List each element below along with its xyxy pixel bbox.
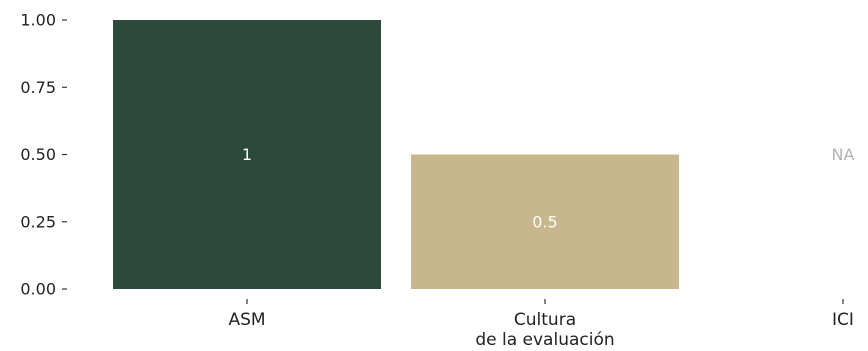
data-label: 0.5: [532, 212, 557, 231]
y-tick-label: 0.25: [20, 212, 56, 231]
bar: [411, 154, 679, 289]
y-tick-label: 0.75: [20, 78, 56, 97]
y-tick-label: 0.00: [20, 280, 56, 299]
x-tick-label-line: ICI: [832, 310, 854, 330]
x-tick-label-line: ASM: [228, 310, 265, 330]
x-tick-label: ASM: [228, 310, 265, 330]
y-tick-label: 1.00: [20, 11, 56, 30]
bar: [113, 20, 381, 289]
x-tick-label-line: Cultura: [514, 310, 576, 330]
x-tick-label: Cultura de la evaluación: [475, 310, 614, 350]
x-tick-label: ICI: [832, 310, 854, 330]
x-tick-label-line: de la evaluación: [475, 330, 614, 350]
na-label: NA: [832, 145, 855, 164]
y-tick-label: 0.50: [20, 145, 56, 164]
data-label: 1: [242, 145, 252, 164]
